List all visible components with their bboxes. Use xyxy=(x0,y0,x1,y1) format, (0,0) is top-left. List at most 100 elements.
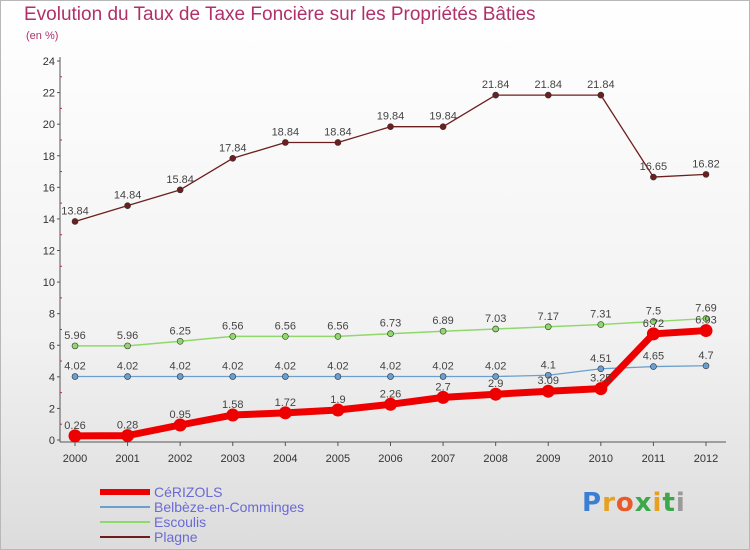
data-point xyxy=(334,333,342,340)
x-tick-label: 2002 xyxy=(168,453,192,465)
data-label: 4.1 xyxy=(541,359,556,371)
data-point xyxy=(646,327,660,341)
data-label: 7.31 xyxy=(590,309,611,321)
data-point xyxy=(334,373,342,380)
data-label: 4.02 xyxy=(117,361,138,373)
data-point xyxy=(229,333,237,340)
logo-letter: x xyxy=(634,488,653,518)
data-point xyxy=(597,321,605,328)
x-tick-label: 2004 xyxy=(273,453,297,465)
legend-swatch xyxy=(100,489,150,495)
data-label: 3.25 xyxy=(590,373,611,385)
y-tick-label: 14 xyxy=(43,214,55,226)
series-layer xyxy=(68,91,713,443)
x-tick-label: 2012 xyxy=(694,453,718,465)
data-label: 4.02 xyxy=(64,361,85,373)
data-point xyxy=(387,373,394,380)
data-label: 4.02 xyxy=(169,361,190,373)
x-tick-label: 2006 xyxy=(378,453,402,465)
data-label: 6.56 xyxy=(222,320,243,332)
data-label: 6.72 xyxy=(643,318,664,330)
legend-label: CéRIZOLS xyxy=(154,484,223,500)
data-point xyxy=(124,342,131,350)
data-point xyxy=(387,330,394,338)
data-point xyxy=(282,333,289,340)
data-label: 7.17 xyxy=(538,311,559,323)
data-label: 21.84 xyxy=(482,79,510,91)
data-label: 4.02 xyxy=(380,361,401,373)
logo-letter: i xyxy=(675,488,686,518)
data-point xyxy=(594,382,608,396)
x-tick-label: 2010 xyxy=(589,453,613,465)
data-point xyxy=(489,387,503,401)
data-point xyxy=(439,373,447,380)
data-label: 19.84 xyxy=(377,111,405,123)
data-point xyxy=(331,403,345,417)
x-tick-label: 2001 xyxy=(115,453,139,465)
x-tick-label: 2003 xyxy=(221,453,245,465)
data-label: 16.65 xyxy=(640,161,668,173)
data-label: 18.84 xyxy=(272,126,300,138)
data-label: 17.84 xyxy=(219,142,247,154)
data-point xyxy=(650,173,657,181)
data-label: 0.26 xyxy=(64,420,85,432)
data-point xyxy=(226,408,240,422)
data-label: 6.89 xyxy=(432,315,453,327)
data-label: 2.9 xyxy=(488,378,503,390)
y-tick-label: 10 xyxy=(43,277,55,289)
chart-title: Evolution du Taux de Taxe Foncière sur l… xyxy=(24,4,536,25)
data-label: 5.96 xyxy=(117,330,138,342)
data-label: 0.95 xyxy=(169,409,190,421)
data-point xyxy=(176,186,184,194)
y-tick-label: 18 xyxy=(43,151,55,163)
legend-swatch xyxy=(100,506,150,508)
data-label: 5.96 xyxy=(64,330,85,342)
legend-swatch xyxy=(100,536,150,538)
data-labels-layer: 13.84 14.84 15.84 17.84 18.84 18.84 19.84 19.84… xyxy=(61,79,720,432)
logo-letter: o xyxy=(615,488,635,518)
data-label: 18.84 xyxy=(324,126,352,138)
data-point xyxy=(699,324,713,338)
data-point xyxy=(229,154,237,162)
data-point xyxy=(124,202,131,209)
data-label: 2.26 xyxy=(380,388,401,400)
data-label: 13.84 xyxy=(61,205,89,217)
data-point xyxy=(439,123,447,130)
y-tick-label: 22 xyxy=(43,88,55,100)
data-label: 4.02 xyxy=(275,361,296,373)
data-point xyxy=(282,139,289,146)
data-point xyxy=(439,327,447,335)
data-point xyxy=(176,338,184,345)
data-label: 4.02 xyxy=(222,361,243,373)
data-point xyxy=(544,323,552,331)
x-tick-label: 2011 xyxy=(642,453,666,465)
data-label: 7.03 xyxy=(485,313,506,325)
data-point xyxy=(124,373,131,380)
data-label: 19.84 xyxy=(429,111,457,123)
data-label: 7.69 xyxy=(695,303,716,315)
data-point xyxy=(229,373,237,380)
data-point xyxy=(176,373,184,380)
data-point xyxy=(384,397,397,411)
data-point xyxy=(492,325,499,333)
y-tick-label: 0 xyxy=(49,435,55,447)
x-tick-label: 2009 xyxy=(536,453,560,465)
x-tick-label: 2007 xyxy=(431,453,455,465)
logo-letter: t xyxy=(662,488,676,518)
data-label: 2.7 xyxy=(435,381,450,393)
data-label: 1.9 xyxy=(330,394,345,406)
data-point xyxy=(492,91,499,99)
data-point xyxy=(702,171,710,178)
data-point xyxy=(278,406,292,420)
data-point xyxy=(387,123,394,130)
y-tick-label: 16 xyxy=(43,182,55,194)
data-label: 6.56 xyxy=(275,320,296,332)
data-label: 3.09 xyxy=(538,375,559,387)
y-tick-label: 24 xyxy=(43,56,55,68)
data-label: 0.28 xyxy=(117,420,138,432)
data-label: 6.56 xyxy=(327,320,348,332)
data-point xyxy=(541,384,555,398)
chart-subtitle: (en %) xyxy=(26,30,59,42)
data-label: 4.02 xyxy=(432,361,453,373)
